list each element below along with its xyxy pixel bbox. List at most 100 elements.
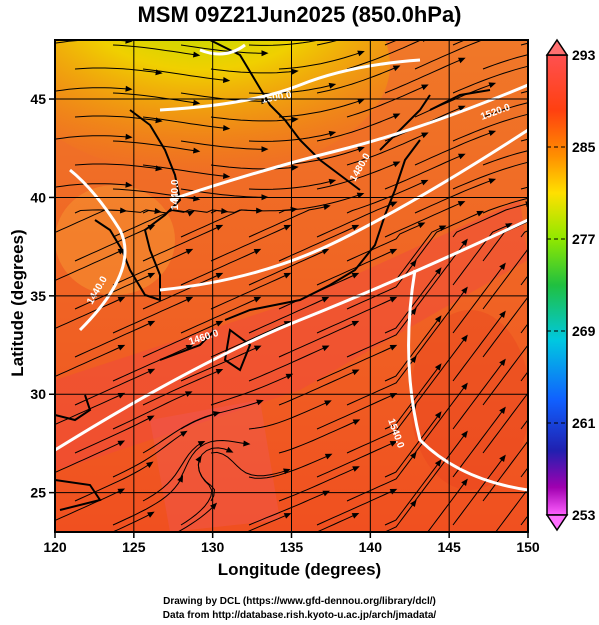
streamline-arrow	[328, 178, 337, 185]
streamline	[316, 202, 395, 238]
streamline	[452, 224, 510, 286]
contour-label: 1440.0	[170, 179, 181, 210]
streamline-arrow	[529, 287, 536, 294]
chart-title: MSM 09Z21Jun2025 (850.0hPa)	[137, 2, 462, 27]
streamline-arrow	[410, 307, 417, 316]
streamline-arrow	[499, 454, 506, 462]
streamline	[210, 116, 295, 122]
streamline-arrow	[324, 400, 332, 406]
streamline-arrow	[192, 51, 201, 58]
x-tick-label: 135	[280, 539, 304, 555]
streamline	[210, 226, 288, 262]
streamline-arrow	[351, 224, 360, 231]
streamline	[180, 439, 247, 478]
streamline-arrow	[291, 164, 299, 171]
streamline-arrow	[499, 262, 506, 270]
streamline-arrow	[357, 50, 365, 57]
streamline	[180, 140, 265, 150]
streamline-arrow	[147, 368, 156, 375]
streamline-arrow	[476, 210, 485, 217]
streamline	[112, 478, 182, 526]
streamline	[452, 265, 504, 334]
streamline	[176, 505, 215, 532]
streamline-arrow	[529, 335, 536, 342]
streamline	[452, 113, 528, 142]
streamline-arrow	[434, 315, 442, 323]
streamline-arrow	[461, 286, 468, 294]
y-axis-ticks: 25 30 35 40 45	[30, 91, 55, 501]
streamline	[414, 131, 493, 166]
x-tick-label: 125	[122, 539, 146, 555]
streamline	[142, 412, 217, 454]
streamline-arrow	[215, 224, 224, 231]
streamline	[142, 370, 220, 406]
colorbar-label: 293	[572, 47, 596, 63]
streamline-arrow	[461, 238, 468, 246]
streamline-arrow	[595, 206, 599, 212]
contour-line	[69, 168, 127, 332]
colorbar-body	[546, 54, 568, 516]
streamline	[74, 463, 151, 502]
streamline-arrow	[529, 431, 536, 438]
streamline	[346, 181, 425, 214]
streamline-arrow	[567, 359, 574, 366]
streamline	[316, 40, 341, 46]
streamline	[414, 40, 484, 70]
streamline-arrow	[117, 296, 126, 303]
streamline-arrow	[125, 133, 133, 140]
streamline	[384, 318, 440, 382]
streamline-arrow	[283, 513, 292, 519]
streamline	[482, 197, 528, 214]
colorbar-label: 269	[572, 323, 596, 339]
streamline-arrow	[283, 272, 292, 279]
colorbar-label: 285	[572, 139, 596, 155]
contour-line	[55, 218, 528, 452]
streamline	[248, 401, 329, 430]
streamline	[452, 313, 504, 382]
streamline-arrow	[505, 223, 513, 229]
streamline-arrow	[488, 82, 497, 89]
streamline	[248, 298, 326, 334]
streamline-arrow	[195, 455, 202, 463]
streamline	[384, 414, 440, 478]
streamline-arrow	[352, 419, 361, 426]
streamline-arrow	[352, 466, 360, 472]
streamline	[316, 162, 397, 190]
streamline	[452, 409, 504, 478]
streamline	[74, 416, 152, 454]
streamline-arrow	[567, 263, 574, 270]
streamline	[55, 209, 124, 234]
streamline-arrow	[573, 223, 581, 229]
streamline-arrow	[154, 208, 162, 215]
streamline	[210, 322, 288, 358]
contour-line	[407, 269, 528, 492]
streamline-arrow	[261, 146, 269, 153]
streamline-arrow	[117, 248, 126, 255]
streamline	[346, 133, 426, 166]
y-tick-label: 45	[30, 91, 46, 107]
streamline-arrow	[488, 130, 497, 137]
streamline-arrow	[458, 10, 466, 16]
streamline-arrow	[210, 502, 218, 510]
streamline-arrow	[197, 440, 206, 447]
y-tick-label: 30	[30, 386, 46, 402]
streamline	[112, 92, 197, 104]
streamline-arrow	[351, 369, 360, 376]
streamline	[180, 44, 265, 54]
streamline-arrow	[389, 201, 398, 208]
streamline-arrow	[410, 499, 417, 508]
streamline-arrow	[461, 382, 468, 390]
grid-lines	[55, 40, 528, 532]
streamline-arrow	[529, 239, 536, 246]
streamline	[180, 250, 258, 286]
credit-drawing: Drawing by DCL (https://www.gfd-dennou.o…	[163, 596, 436, 607]
streamline-arrow	[119, 207, 128, 214]
streamline-arrow	[215, 368, 224, 375]
streamline	[452, 65, 528, 94]
colorbar-ticks: 293 285 277 269 261 253	[547, 47, 596, 523]
streamline-arrow	[529, 159, 536, 165]
streamline-arrow	[117, 440, 126, 447]
streamline-arrow	[328, 130, 337, 137]
y-axis-title: Latitude (degrees)	[8, 229, 27, 377]
colorbar-label: 277	[572, 231, 596, 247]
